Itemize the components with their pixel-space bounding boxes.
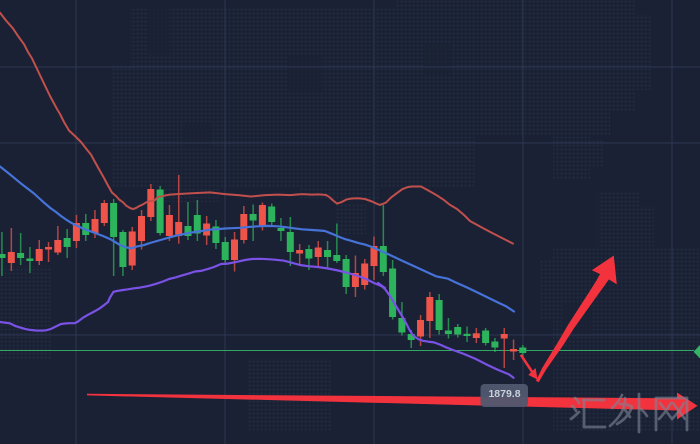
svg-text:1879.8: 1879.8 [488,388,520,400]
